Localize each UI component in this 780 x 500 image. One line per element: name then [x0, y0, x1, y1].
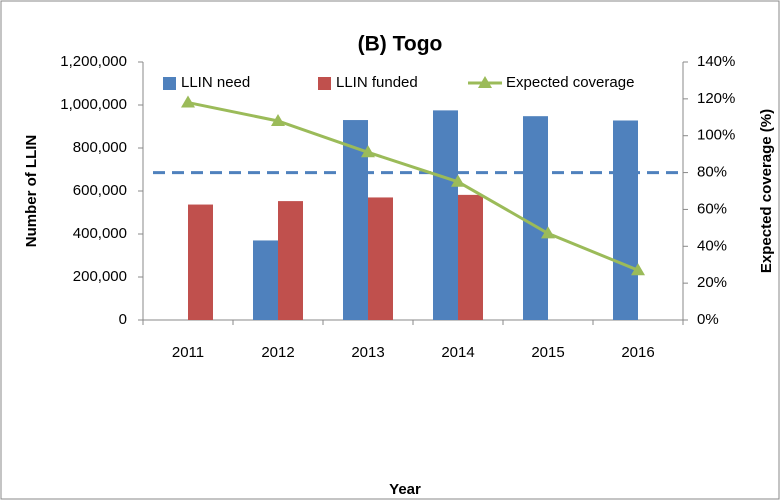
legend-label: Expected coverage	[506, 74, 634, 91]
y-tick-label: 0	[119, 311, 127, 328]
legend-marker	[478, 76, 492, 88]
y2-tick-label: 100%	[697, 127, 735, 144]
marker	[181, 95, 195, 108]
y2-tick-label: 40%	[697, 237, 727, 254]
x-axis-title: Year	[389, 481, 421, 498]
y-axis-title: Number of LLIN	[23, 135, 40, 248]
y2-tick-label: 120%	[697, 90, 735, 107]
bar	[188, 204, 213, 320]
legend-swatch	[318, 77, 331, 90]
y2-tick-label: 80%	[697, 164, 727, 181]
x-tick-label: 2012	[261, 344, 294, 361]
x-tick-label: 2014	[441, 344, 474, 361]
y2-tick-label: 140%	[697, 53, 735, 70]
legend-label: LLIN funded	[336, 74, 418, 91]
y2-tick-label: 20%	[697, 274, 727, 291]
marker	[451, 174, 465, 187]
line	[187, 101, 639, 272]
marker	[271, 113, 285, 126]
y-tick-label: 600,000	[73, 182, 127, 199]
bar	[433, 110, 458, 320]
bar	[368, 197, 393, 320]
legend-label: LLIN need	[181, 74, 250, 91]
x-tick-label: 2015	[531, 344, 564, 361]
x-tick-label: 2016	[621, 344, 654, 361]
y2-axis-title: Expected coverage (%)	[758, 109, 775, 273]
y2-tick-label: 60%	[697, 200, 727, 217]
x-tick-label: 2013	[351, 344, 384, 361]
marker	[361, 145, 375, 158]
marker	[541, 226, 555, 239]
chart-title: (B) Togo	[358, 33, 443, 56]
x-tick-label: 2011	[172, 344, 204, 361]
bar	[523, 116, 548, 321]
y-tick-label: 1,000,000	[60, 96, 127, 113]
y2-tick-label: 0%	[697, 311, 719, 328]
bar	[253, 240, 278, 320]
bar	[458, 194, 483, 320]
y-tick-label: 200,000	[73, 268, 127, 285]
y-tick-label: 800,000	[73, 139, 127, 156]
y-tick-label: 400,000	[73, 225, 127, 242]
marker	[631, 263, 645, 276]
bar	[613, 120, 638, 320]
y-tick-label: 1,200,000	[60, 53, 127, 70]
bar	[278, 201, 303, 320]
legend-swatch	[163, 77, 176, 90]
